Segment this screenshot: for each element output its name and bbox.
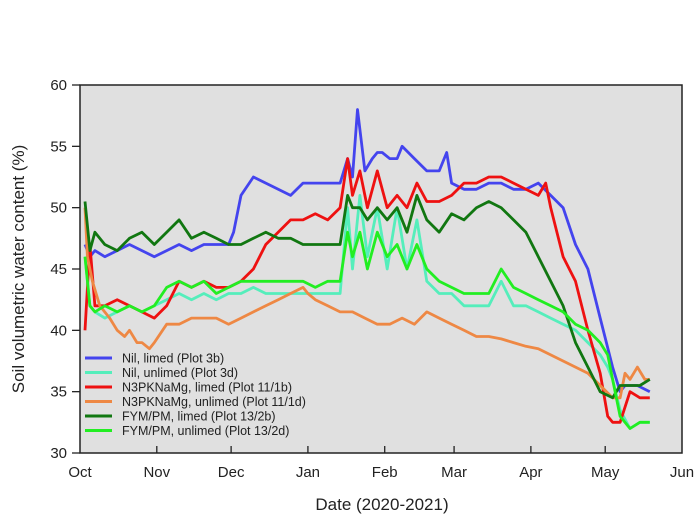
legend-label: FYM/PM, limed (Plot 13/2b) — [122, 410, 276, 424]
x-axis: Oct Nov Dec Jan Feb Mar Apr May Jun — [68, 446, 694, 481]
series-line-4 — [83, 207, 650, 400]
legend-label: FYM/PM, unlimed (Plot 13/2d) — [122, 424, 289, 438]
y-tick-label: 30 — [50, 445, 67, 462]
x-tick-label: Mar — [441, 464, 467, 481]
series-line-2 — [83, 193, 650, 430]
legend-label: N3PKNaMg, unlimed (Plot 11/1d) — [122, 395, 306, 409]
x-tick-label: May — [591, 464, 620, 481]
y-tick-label: 40 — [50, 322, 67, 339]
series-line-5 — [83, 193, 651, 400]
series-line-6 — [83, 230, 650, 430]
legend-label: N3PKNaMg, limed (Plot 11/1b) — [122, 381, 292, 395]
plot-area — [80, 85, 682, 453]
y-tick-label: 45 — [50, 261, 67, 278]
x-tick-label: Oct — [68, 464, 92, 481]
y-tick-label: 60 — [50, 77, 67, 94]
x-tick-label: Jan — [296, 464, 320, 481]
x-tick-label: Apr — [519, 464, 542, 481]
y-axis-title: Soil volumetric water content (%) — [9, 145, 28, 393]
x-tick-label: Dec — [218, 464, 245, 481]
y-tick-label: 55 — [50, 138, 67, 155]
legend-label: Nil, limed (Plot 3b) — [122, 352, 224, 366]
series-line-3 — [83, 157, 650, 424]
y-tick-label: 50 — [50, 200, 67, 217]
legend: Nil, limed (Plot 3b)Nil, unlimed (Plot 3… — [85, 352, 306, 438]
x-tick-label: Feb — [372, 464, 398, 481]
x-tick-label: Jun — [670, 464, 694, 481]
y-axis: 30 35 40 45 50 55 60 — [50, 77, 80, 462]
legend-label: Nil, unlimed (Plot 3d) — [122, 366, 238, 380]
y-tick-label: 35 — [50, 384, 67, 401]
series-layer — [83, 108, 651, 430]
x-axis-title: Date (2020-2021) — [315, 495, 448, 514]
x-tick-label: Nov — [143, 464, 170, 481]
